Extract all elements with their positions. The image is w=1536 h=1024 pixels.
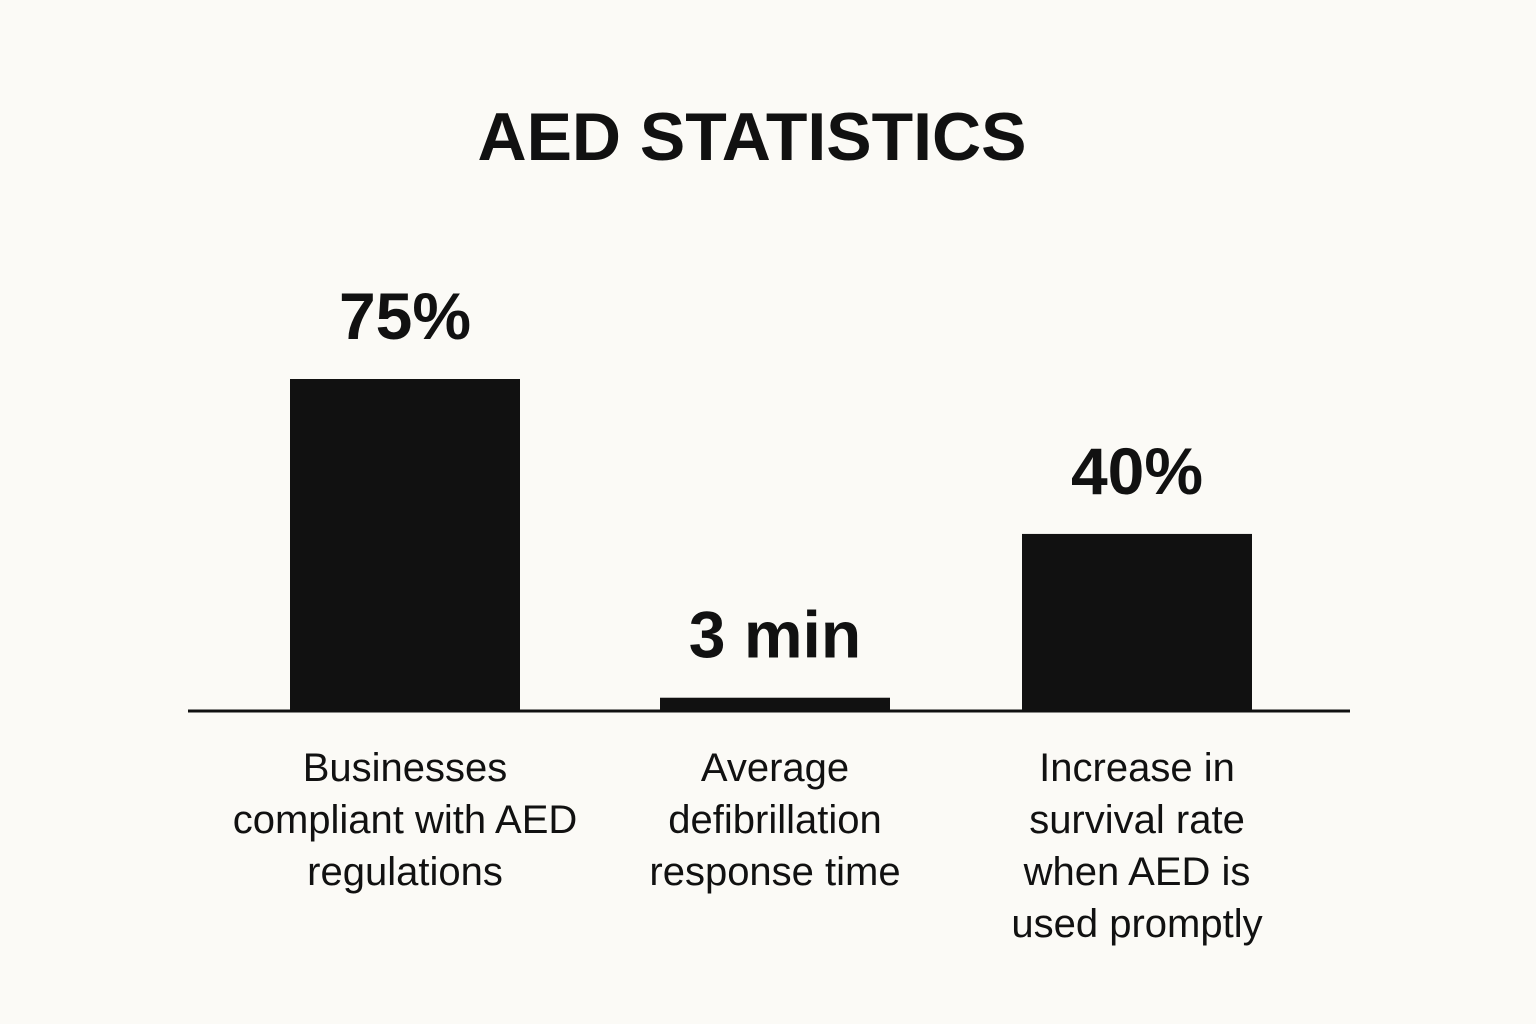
chart-title: AED STATISTICS: [477, 99, 1026, 175]
category-label: Increase in survival rate when AED is us…: [1011, 746, 1263, 946]
bar: [290, 379, 520, 711]
value-label: 3 min: [689, 598, 861, 672]
value-label: 40%: [1071, 434, 1203, 508]
bar: [1022, 533, 1252, 711]
category-label: Average defibrillation response time: [649, 746, 901, 894]
value-label: 75%: [339, 279, 471, 353]
category-label: Businesses compliant with AED regulation…: [232, 746, 578, 894]
bar: [660, 697, 890, 711]
